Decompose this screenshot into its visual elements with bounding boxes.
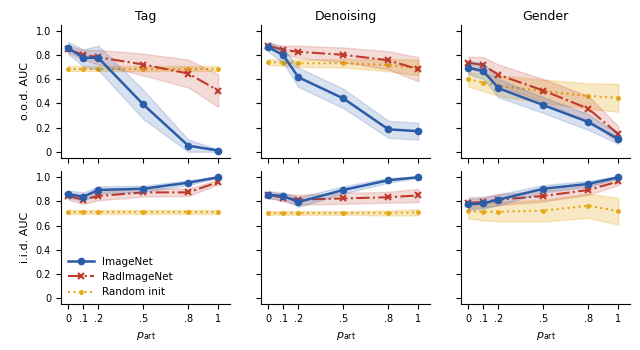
Legend: ImageNet, RadImageNet, Random init: ImageNet, RadImageNet, Random init bbox=[66, 255, 175, 299]
Title: Denoising: Denoising bbox=[314, 10, 377, 23]
X-axis label: $p_\mathrm{art}$: $p_\mathrm{art}$ bbox=[335, 330, 356, 342]
X-axis label: $p_\mathrm{art}$: $p_\mathrm{art}$ bbox=[136, 330, 156, 342]
Y-axis label: i.i.d. AUC: i.i.d. AUC bbox=[20, 212, 30, 264]
Title: Gender: Gender bbox=[522, 10, 569, 23]
X-axis label: $p_\mathrm{art}$: $p_\mathrm{art}$ bbox=[536, 330, 556, 342]
Title: Tag: Tag bbox=[135, 10, 156, 23]
Y-axis label: o.o.d. AUC: o.o.d. AUC bbox=[20, 62, 30, 120]
